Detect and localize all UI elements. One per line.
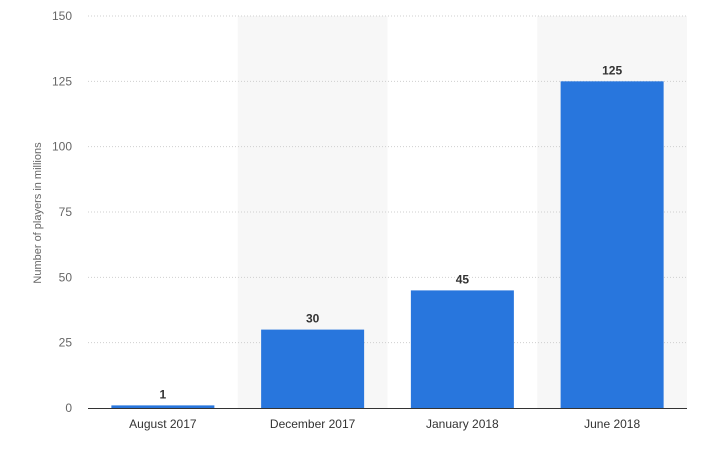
y-tick-label: 125	[52, 74, 72, 88]
x-axis-ticks: August 2017 December 2017 January 2018 June…	[129, 417, 640, 431]
bar	[560, 81, 664, 408]
y-tick-label: 75	[59, 205, 73, 219]
bar	[261, 329, 365, 408]
x-tick-label: December 2017	[270, 417, 356, 431]
data-label: 45	[456, 272, 470, 286]
data-labels: 1 30 45 125	[160, 63, 623, 401]
data-label: 30	[306, 312, 320, 326]
y-tick-label: 150	[52, 9, 72, 23]
y-axis-label: Number of players in millions	[32, 142, 44, 284]
data-label: 1	[160, 387, 167, 401]
gridlines	[88, 15, 687, 344]
bar	[111, 405, 215, 408]
x-tick-label: August 2017	[129, 417, 197, 431]
y-axis-ticks: 0 25 50 75 100 125 150	[52, 9, 72, 415]
y-tick-label: 50	[59, 270, 73, 284]
y-tick-label: 25	[59, 336, 73, 350]
y-tick-label: 0	[65, 401, 72, 415]
bar	[410, 290, 514, 408]
data-label: 125	[602, 63, 622, 77]
x-tick-label: June 2018	[584, 417, 640, 431]
bars	[111, 81, 664, 408]
x-tick-label: January 2018	[426, 417, 499, 431]
y-tick-label: 100	[52, 140, 72, 154]
